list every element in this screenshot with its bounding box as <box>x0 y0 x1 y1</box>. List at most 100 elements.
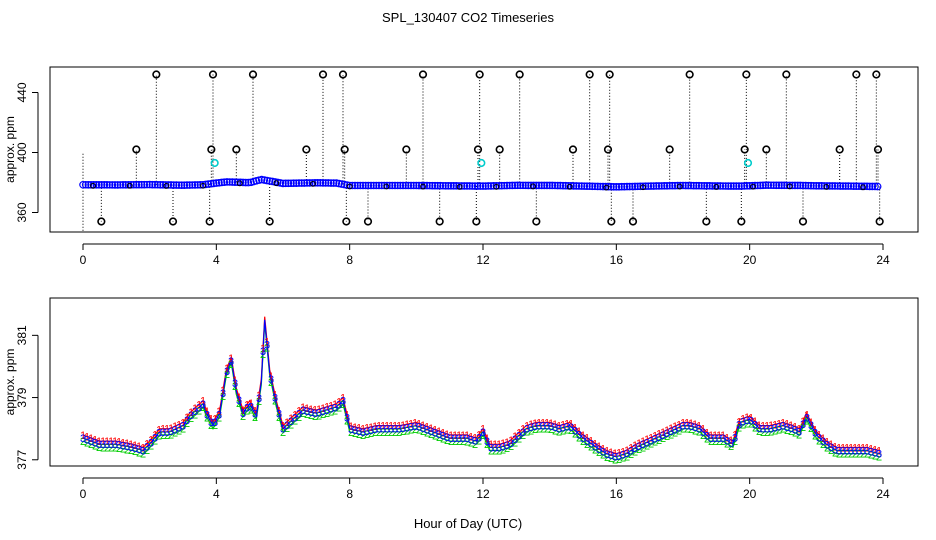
series-marker-2: 2 <box>752 422 758 434</box>
mean-point <box>852 182 861 191</box>
series-marker-3: 3 <box>712 433 718 445</box>
series-marker-3: 3 <box>304 406 310 418</box>
series-marker-1: 1 <box>436 426 442 438</box>
series-marker-3: 3 <box>248 401 254 413</box>
series-marker-1: 1 <box>820 433 826 445</box>
series-marker-1: 1 <box>568 419 574 431</box>
series-marker-3: 3 <box>400 423 406 435</box>
series-marker-2: 2 <box>208 420 214 432</box>
mean-point <box>359 181 367 190</box>
series-marker-1: 1 <box>796 423 802 435</box>
mean-point <box>551 181 559 190</box>
series-marker-1: 1 <box>748 412 754 424</box>
y-axis-label: approx. ppm <box>3 116 17 183</box>
series-marker-3: 3 <box>428 426 434 438</box>
mean-point <box>673 181 682 190</box>
series-marker-3: 3 <box>660 430 666 442</box>
series-marker-1: 1 <box>272 389 278 401</box>
mean-point <box>129 180 138 189</box>
series-marker-1: 1 <box>572 422 578 434</box>
series-marker-1: 1 <box>632 440 638 452</box>
series-marker-1: 1 <box>736 417 742 429</box>
series-marker-3: 3 <box>624 448 630 460</box>
series-marker-1: 1 <box>840 442 846 454</box>
series-marker-1: 1 <box>492 439 498 451</box>
mean-point <box>628 182 637 191</box>
series-marker-2: 2 <box>228 359 234 371</box>
series-marker-3: 3 <box>648 435 654 447</box>
raw-point <box>90 182 96 189</box>
series-marker-1: 1 <box>508 435 514 447</box>
raw-point <box>786 183 793 190</box>
y-tick-label: 377 <box>15 449 29 469</box>
series-marker-3: 3 <box>300 405 306 417</box>
series-marker-3: 3 <box>184 415 190 427</box>
series-marker-1: 1 <box>440 427 446 439</box>
series-marker-2: 2 <box>116 443 122 455</box>
series-marker-3: 3 <box>604 449 610 461</box>
mean-point <box>92 181 101 189</box>
series-marker-3: 3 <box>108 439 114 451</box>
series-marker-2: 2 <box>80 436 86 448</box>
mean-point <box>449 182 458 190</box>
x-tick-label: 0 <box>80 487 87 501</box>
raw-point <box>750 183 756 190</box>
y-tick-label: 440 <box>15 82 29 102</box>
series-marker-1: 1 <box>832 442 838 454</box>
series-marker-1: 1 <box>328 400 334 412</box>
x-tick-label: 20 <box>743 487 757 501</box>
raw-point <box>493 183 500 190</box>
mean-point <box>228 178 237 186</box>
raw-point <box>200 182 206 189</box>
mean-point <box>751 181 759 190</box>
mean-point <box>159 181 167 189</box>
mean-point <box>657 182 666 190</box>
series-marker-3: 3 <box>748 416 754 428</box>
series-marker-1: 1 <box>140 442 146 454</box>
outlier-point <box>495 145 504 154</box>
series-marker-1: 1 <box>304 403 310 415</box>
outlier-point <box>872 70 881 79</box>
series-marker-2: 2 <box>536 424 542 436</box>
mean-point <box>337 180 346 188</box>
mean-point <box>279 179 287 188</box>
outlier-point <box>402 145 411 154</box>
mean-point <box>276 179 285 187</box>
series-marker-3: 3 <box>840 445 846 457</box>
mean-point <box>503 181 511 190</box>
series-marker-1: 1 <box>376 421 382 433</box>
series-marker-1: 1 <box>816 429 822 441</box>
mean-point <box>103 181 111 189</box>
series-marker-1: 1 <box>296 406 302 418</box>
raw-point <box>273 180 280 187</box>
series-marker-3: 3 <box>456 433 462 445</box>
mean-point <box>727 182 735 190</box>
outlier-point <box>852 70 861 79</box>
series-marker-1: 1 <box>692 419 698 431</box>
outlier-point <box>607 217 616 226</box>
series-marker-3: 3 <box>876 448 882 460</box>
series-marker-3: 3 <box>544 421 550 433</box>
series-marker-3: 3 <box>340 396 346 408</box>
series-marker-2: 2 <box>512 437 518 449</box>
series-marker-3: 3 <box>864 446 870 458</box>
mean-point <box>788 181 797 190</box>
series-marker-2: 2 <box>464 436 470 448</box>
series-marker-3: 3 <box>204 409 210 421</box>
mean-point <box>335 179 343 188</box>
mean-point <box>116 181 125 189</box>
mean-point <box>105 181 114 189</box>
series-marker-3: 3 <box>212 417 218 429</box>
series-marker-3: 3 <box>132 443 138 455</box>
series-marker-3: 3 <box>764 424 770 436</box>
series-marker-3: 3 <box>364 426 370 438</box>
series-marker-2: 2 <box>708 436 714 448</box>
series-marker-3: 3 <box>124 441 130 453</box>
mean-point <box>593 182 602 191</box>
series-marker-2: 2 <box>236 398 242 410</box>
outlier-point <box>132 145 141 154</box>
series-marker-2: 2 <box>100 442 106 454</box>
mean-point <box>561 181 570 190</box>
series-marker-2: 2 <box>740 420 746 432</box>
series-marker-2: 2 <box>312 411 318 423</box>
